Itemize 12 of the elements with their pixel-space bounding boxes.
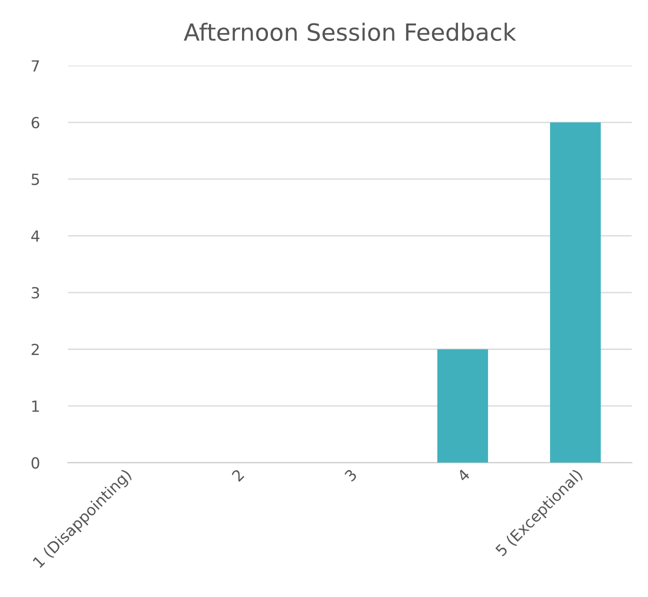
y-tick-label: 5 [32,174,39,186]
x-tick-label: 3 [344,468,358,482]
x-tick-label: 2 [231,468,244,482]
y-tick-label: 4 [31,230,40,242]
y-tick-label: 7 [32,60,39,72]
y-tick-label: 2 [32,344,39,356]
y-tick-label: 3 [32,286,40,299]
y-tick-label: 1 [32,400,39,412]
chart-title: Afternoon Session Feedback [184,22,516,42]
y-tick-label: 0 [32,457,40,469]
y-tick-label: 6 [32,116,40,128]
x-tick-label: 4 [456,468,470,482]
